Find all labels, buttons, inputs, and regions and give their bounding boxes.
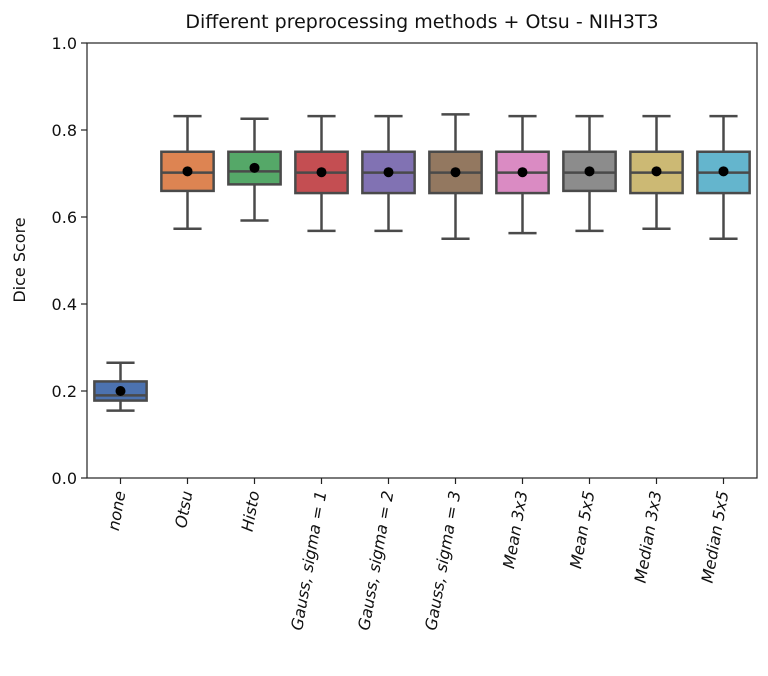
plot-frame: [86, 42, 758, 479]
box-group: [428, 113, 483, 240]
box-group: [361, 114, 416, 233]
box-group: [562, 114, 617, 233]
mean-marker: [115, 386, 126, 396]
mean-marker: [316, 167, 327, 178]
y-tick-label: 0.0: [52, 469, 77, 488]
x-tick-label: Gauss, sigma = 1: [287, 489, 330, 631]
x-tick-label: Median 3x3: [631, 489, 666, 584]
x-tick-label: Gauss, sigma = 2: [354, 489, 397, 631]
box-group: [227, 117, 282, 222]
y-tick-label: 0.8: [52, 121, 77, 140]
box-group: [294, 114, 349, 233]
mean-marker: [249, 162, 260, 173]
x-tick-label: Median 5x5: [698, 489, 733, 584]
box-group: [495, 114, 550, 235]
mean-marker: [651, 166, 662, 177]
box-group: [93, 361, 148, 412]
mean-marker: [182, 166, 193, 177]
y-axis: 0.0 0.2 0.4 0.6 0.8 1.0: [52, 34, 87, 488]
y-tick-label: 0.2: [52, 382, 77, 401]
mean-marker: [718, 166, 729, 177]
mean-marker: [584, 166, 595, 177]
mean-marker: [383, 167, 394, 178]
x-tick-label: Gauss, sigma = 3: [421, 489, 464, 631]
plot-area: [93, 113, 751, 412]
x-tick-label: Otsu: [171, 489, 196, 529]
x-axis: none Otsu Histo Gauss, sigma = 1 Gauss, sigm…: [104, 478, 733, 632]
x-tick-label: Mean 3x3: [499, 489, 531, 570]
x-tick-label: Mean 5x5: [566, 489, 598, 570]
y-tick-label: 0.4: [52, 295, 77, 314]
y-axis-label: Dice Score: [10, 217, 29, 302]
y-tick-label: 1.0: [52, 34, 77, 53]
box-group: [160, 114, 215, 230]
x-tick-label: none: [104, 489, 130, 532]
box-group: [629, 114, 684, 230]
mean-marker: [517, 167, 528, 178]
chart-title: Different preprocessing methods + Otsu -…: [185, 11, 658, 33]
mean-marker: [450, 167, 461, 178]
box-group: [696, 114, 751, 240]
x-tick-label: Histo: [238, 489, 264, 533]
y-tick-label: 0.6: [52, 208, 77, 227]
